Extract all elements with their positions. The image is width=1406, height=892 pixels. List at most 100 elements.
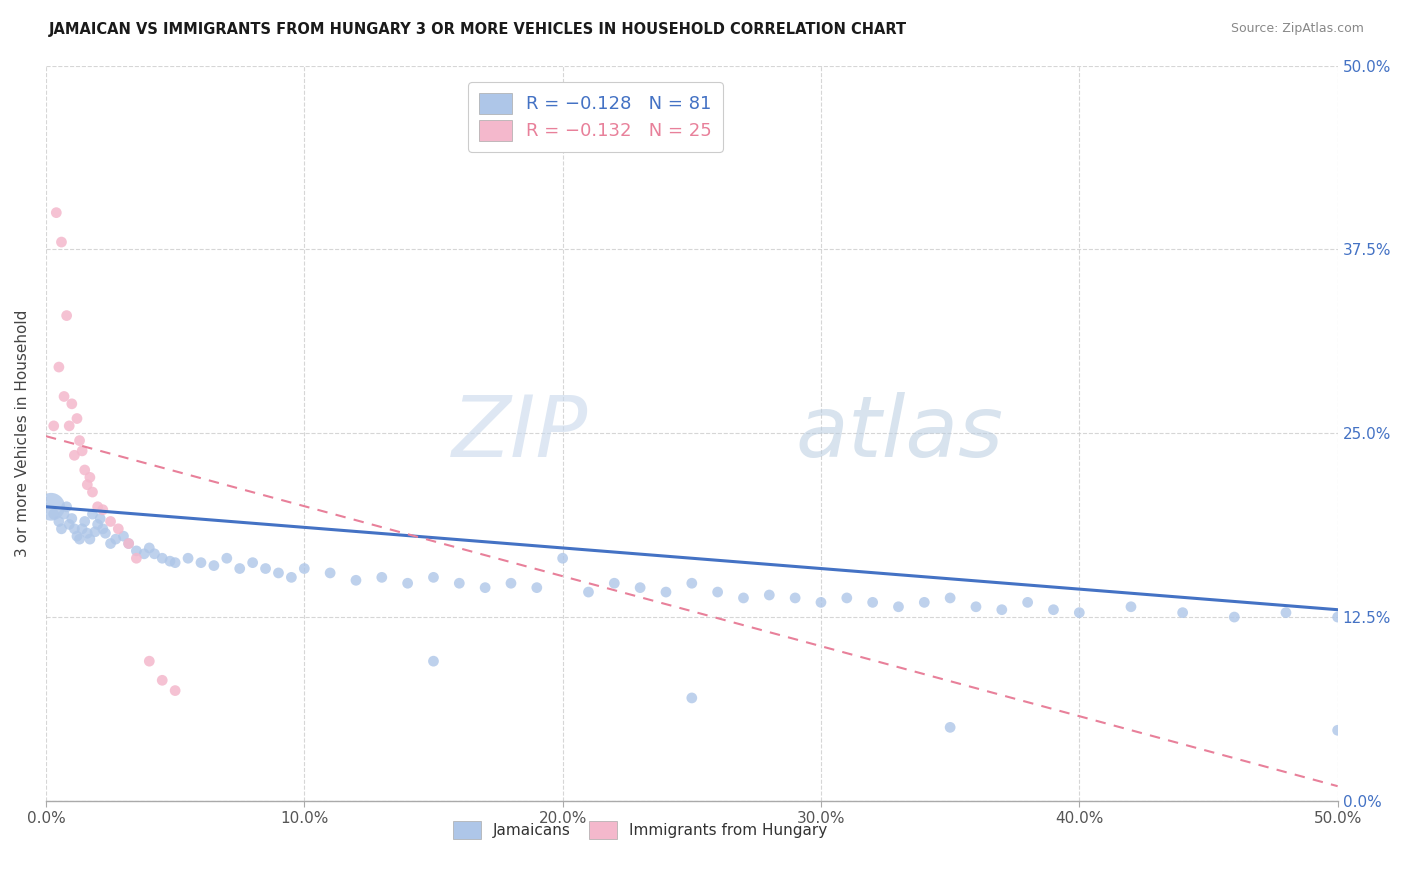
Point [150, 551, 173, 566]
Point [134, 547, 156, 561]
Point [117, 536, 139, 550]
Point [1275, 606, 1298, 620]
Point [344, 574, 367, 588]
Point [48, 360, 70, 375]
Text: atlas: atlas [796, 392, 1002, 475]
Point [138, 654, 160, 668]
Point [66, 411, 89, 425]
Point [69, 434, 91, 448]
Point [681, 690, 703, 705]
Point [82, 485, 104, 500]
Point [628, 581, 651, 595]
Point [84, 524, 107, 539]
Point [785, 591, 807, 605]
Point [63, 448, 86, 462]
Point [190, 556, 212, 570]
Point [242, 556, 264, 570]
Point [1017, 595, 1039, 609]
Point [73, 463, 96, 477]
Point [177, 551, 200, 566]
Text: Source: ZipAtlas.com: Source: ZipAtlas.com [1230, 22, 1364, 36]
Point [280, 570, 302, 584]
Point [150, 673, 173, 688]
Point [51, 235, 73, 249]
Point [202, 558, 225, 573]
Point [53, 389, 76, 403]
Point [733, 591, 755, 605]
Point [292, 561, 315, 575]
Point [396, 576, 419, 591]
Point [1042, 603, 1064, 617]
Point [165, 683, 187, 698]
Point [965, 599, 987, 614]
Point [887, 599, 910, 614]
Point [578, 585, 600, 599]
Y-axis label: 3 or more Vehicles in Household: 3 or more Vehicles in Household [15, 310, 30, 557]
Point [165, 556, 187, 570]
Point [51, 522, 73, 536]
Point [1326, 723, 1348, 738]
Point [758, 588, 780, 602]
Point [107, 522, 129, 536]
Text: ZIP: ZIP [453, 392, 589, 475]
Legend: Jamaicans, Immigrants from Hungary: Jamaicans, Immigrants from Hungary [447, 815, 834, 845]
Point [70, 522, 93, 536]
Point [69, 532, 91, 546]
Point [60, 397, 83, 411]
Point [112, 529, 135, 543]
Point [104, 532, 127, 546]
Point [58, 517, 80, 532]
Point [862, 595, 884, 609]
Point [143, 547, 166, 561]
Point [55, 309, 77, 323]
Point [912, 595, 935, 609]
Point [48, 515, 70, 529]
Point [835, 591, 858, 605]
Point [267, 566, 290, 580]
Point [939, 591, 962, 605]
Point [1223, 610, 1246, 624]
Point [89, 511, 111, 525]
Point [39, 500, 62, 514]
Point [810, 595, 832, 609]
Point [79, 532, 101, 546]
Point [125, 544, 148, 558]
Point [551, 551, 574, 566]
Point [449, 576, 471, 591]
Point [117, 536, 139, 550]
Point [138, 541, 160, 555]
Point [42, 507, 65, 521]
Point [91, 522, 114, 536]
Point [655, 585, 678, 599]
Point [60, 511, 83, 525]
Point [474, 581, 496, 595]
Point [939, 720, 962, 734]
Point [53, 507, 76, 521]
Point [100, 515, 122, 529]
Point [73, 515, 96, 529]
Point [159, 554, 181, 568]
Point [1069, 606, 1091, 620]
Point [422, 570, 444, 584]
Point [1171, 606, 1194, 620]
Point [42, 418, 65, 433]
Point [319, 566, 342, 580]
Point [681, 576, 703, 591]
Point [603, 576, 626, 591]
Text: JAMAICAN VS IMMIGRANTS FROM HUNGARY 3 OR MORE VEHICLES IN HOUSEHOLD CORRELATION : JAMAICAN VS IMMIGRANTS FROM HUNGARY 3 OR… [49, 22, 907, 37]
Point [499, 576, 522, 591]
Point [254, 561, 277, 575]
Point [215, 551, 238, 566]
Point [66, 529, 89, 543]
Point [125, 551, 148, 566]
Point [94, 526, 117, 541]
Point [706, 585, 728, 599]
Point [1119, 599, 1142, 614]
Point [1326, 610, 1348, 624]
Point [82, 507, 104, 521]
Point [86, 517, 108, 532]
Point [63, 522, 86, 536]
Point [45, 205, 67, 219]
Point [228, 561, 250, 575]
Point [91, 502, 114, 516]
